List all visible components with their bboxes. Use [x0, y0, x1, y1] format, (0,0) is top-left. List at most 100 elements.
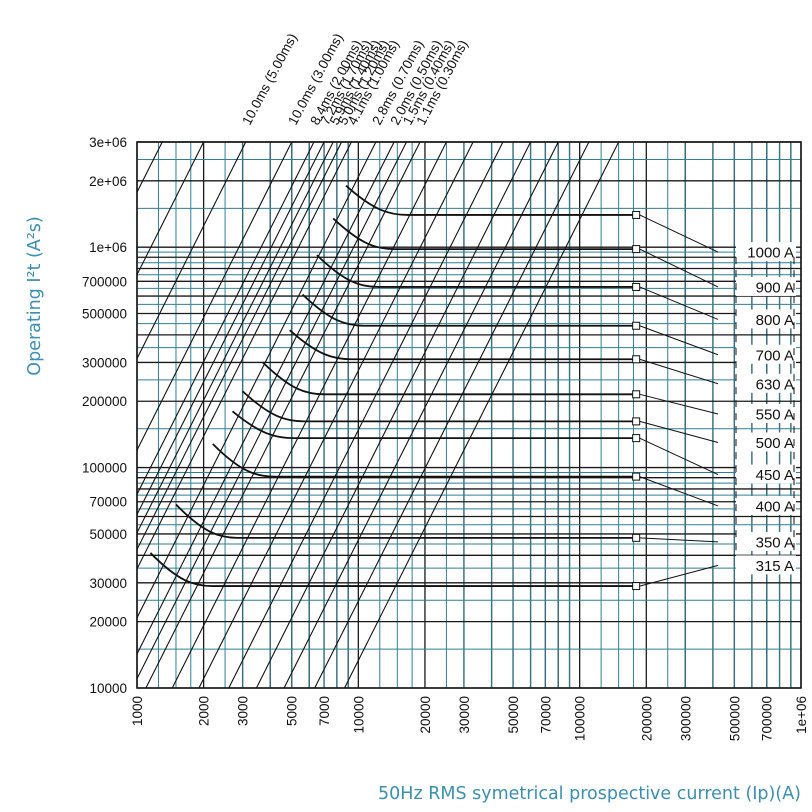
time-line [137, 142, 293, 452]
curve-marker [632, 210, 641, 219]
x-tick-label: 3000 [236, 696, 251, 726]
x-tick-label: 30000 [457, 696, 472, 734]
time-line [137, 142, 377, 619]
time-line-unlabeled [137, 142, 205, 276]
y-tick-label: 20000 [89, 615, 127, 630]
curve-marker [632, 582, 641, 591]
leader-line [639, 358, 719, 385]
y-tick-label: 2e+06 [89, 174, 127, 189]
time-lines [137, 142, 620, 688]
rating-label-bg [736, 373, 796, 393]
leader-line [639, 420, 719, 443]
i2t-curve [301, 293, 637, 327]
rating-label: 315 A [756, 558, 794, 575]
rating-label-bg [736, 495, 796, 515]
y-tick-labels: 10000 20000 30000 50000 70000 100000 200000 300… [82, 135, 127, 696]
curve-marker [632, 472, 641, 481]
curve-marker [632, 355, 641, 364]
y-tick-label: 200000 [82, 394, 127, 409]
leader-line [639, 214, 719, 253]
x-tick-label: 1e+06 [794, 696, 809, 734]
y-tick-label: 100000 [82, 461, 127, 476]
rating-label-bg [736, 464, 796, 484]
i2t-curve [231, 410, 637, 440]
rating-labels: 1000 A 900 A 800 A 700 A 630 A 550 A 500 A 450 … [735, 242, 796, 575]
x-axis-title: 50Hz RMS symetrical prospective current … [378, 784, 801, 804]
i2t-curve [289, 329, 637, 361]
rating-label: 630 A [756, 376, 794, 393]
leader-line [639, 325, 719, 356]
i2t-curve [241, 390, 637, 423]
x-tick-label: 700000 [760, 696, 775, 741]
curve-marker [632, 321, 641, 330]
y-tick-label: 70000 [89, 495, 127, 510]
time-line [145, 142, 421, 688]
i2t-curve [345, 185, 637, 216]
rating-label-bg [736, 344, 796, 364]
x-tick-label: 200000 [639, 696, 654, 741]
rating-label: 450 A [756, 467, 794, 484]
curve-marker [632, 390, 641, 399]
rating-label-bg [736, 276, 796, 296]
x-tick-label: 100000 [573, 696, 588, 741]
time-line [137, 142, 352, 571]
time-line [137, 142, 395, 656]
time-line-labels: 10.0ms (5.00ms)10.0ms (3.00ms)8.4ms (2.0… [239, 31, 471, 127]
i2t-curve [175, 503, 637, 539]
x-tick-label: 300000 [678, 696, 693, 741]
x-tick-label: 1000 [130, 696, 145, 726]
leader-line [639, 286, 719, 320]
rating-label-bg [736, 404, 796, 424]
leader-line [639, 476, 719, 507]
time-line-unlabeled [255, 142, 532, 688]
y-tick-label: 50000 [89, 527, 127, 542]
i2t-curve [332, 217, 637, 250]
x-tick-labels: 1000 2000 3000 5000 7000 10000 20000 30000 50000… [130, 696, 809, 741]
leader-lines [632, 210, 719, 591]
rating-label: 1000 A [747, 245, 794, 262]
rating-label: 550 A [756, 407, 794, 424]
i2t-curve [262, 361, 637, 396]
x-tick-label: 20000 [418, 696, 433, 734]
time-line-unlabeled [344, 142, 620, 688]
rating-label: 800 A [756, 312, 794, 329]
x-tick-label: 10000 [351, 696, 366, 734]
rating-label-bg [736, 531, 796, 551]
time-line [137, 142, 247, 360]
y-tick-label: 10000 [89, 681, 127, 696]
time-line [137, 142, 407, 680]
x-tick-label: 70000 [538, 696, 553, 734]
y-tick-label: 700000 [82, 274, 127, 289]
leader-line [639, 564, 719, 587]
time-line-unlabeled [283, 142, 559, 688]
rating-label: 350 A [756, 534, 794, 551]
curve-marker [632, 282, 641, 291]
x-tick-label: 5000 [285, 696, 300, 726]
leader-line [639, 537, 719, 543]
curve-marker [632, 434, 641, 443]
rating-label: 400 A [756, 498, 794, 515]
time-line [137, 142, 334, 535]
leader-line [639, 437, 719, 475]
y-axis-title: Operating I²t (A²s) [25, 216, 45, 375]
time-line-unlabeled [171, 142, 447, 688]
leader-line [639, 248, 719, 288]
curve-marker [632, 417, 641, 426]
curve-marker [632, 533, 641, 542]
i2t-curve [212, 443, 637, 478]
x-tick-label: 50000 [506, 696, 521, 734]
rating-label-bg [736, 432, 796, 452]
rating-label: 500 A [756, 435, 794, 452]
time-line-unlabeled [198, 142, 474, 688]
rating-label: 900 A [756, 279, 794, 296]
x-tick-label: 7000 [317, 696, 332, 726]
y-tick-label: 500000 [82, 307, 127, 322]
time-line [137, 142, 315, 496]
i2t-curve [149, 552, 637, 587]
y-tick-label: 3e+06 [89, 135, 127, 150]
y-tick-label: 30000 [89, 576, 127, 591]
rating-label-bg [736, 242, 796, 262]
leader-line [639, 393, 719, 415]
time-line-unlabeled [228, 142, 504, 688]
